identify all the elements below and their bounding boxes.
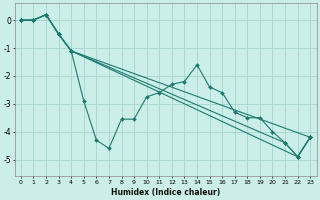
- X-axis label: Humidex (Indice chaleur): Humidex (Indice chaleur): [111, 188, 220, 197]
